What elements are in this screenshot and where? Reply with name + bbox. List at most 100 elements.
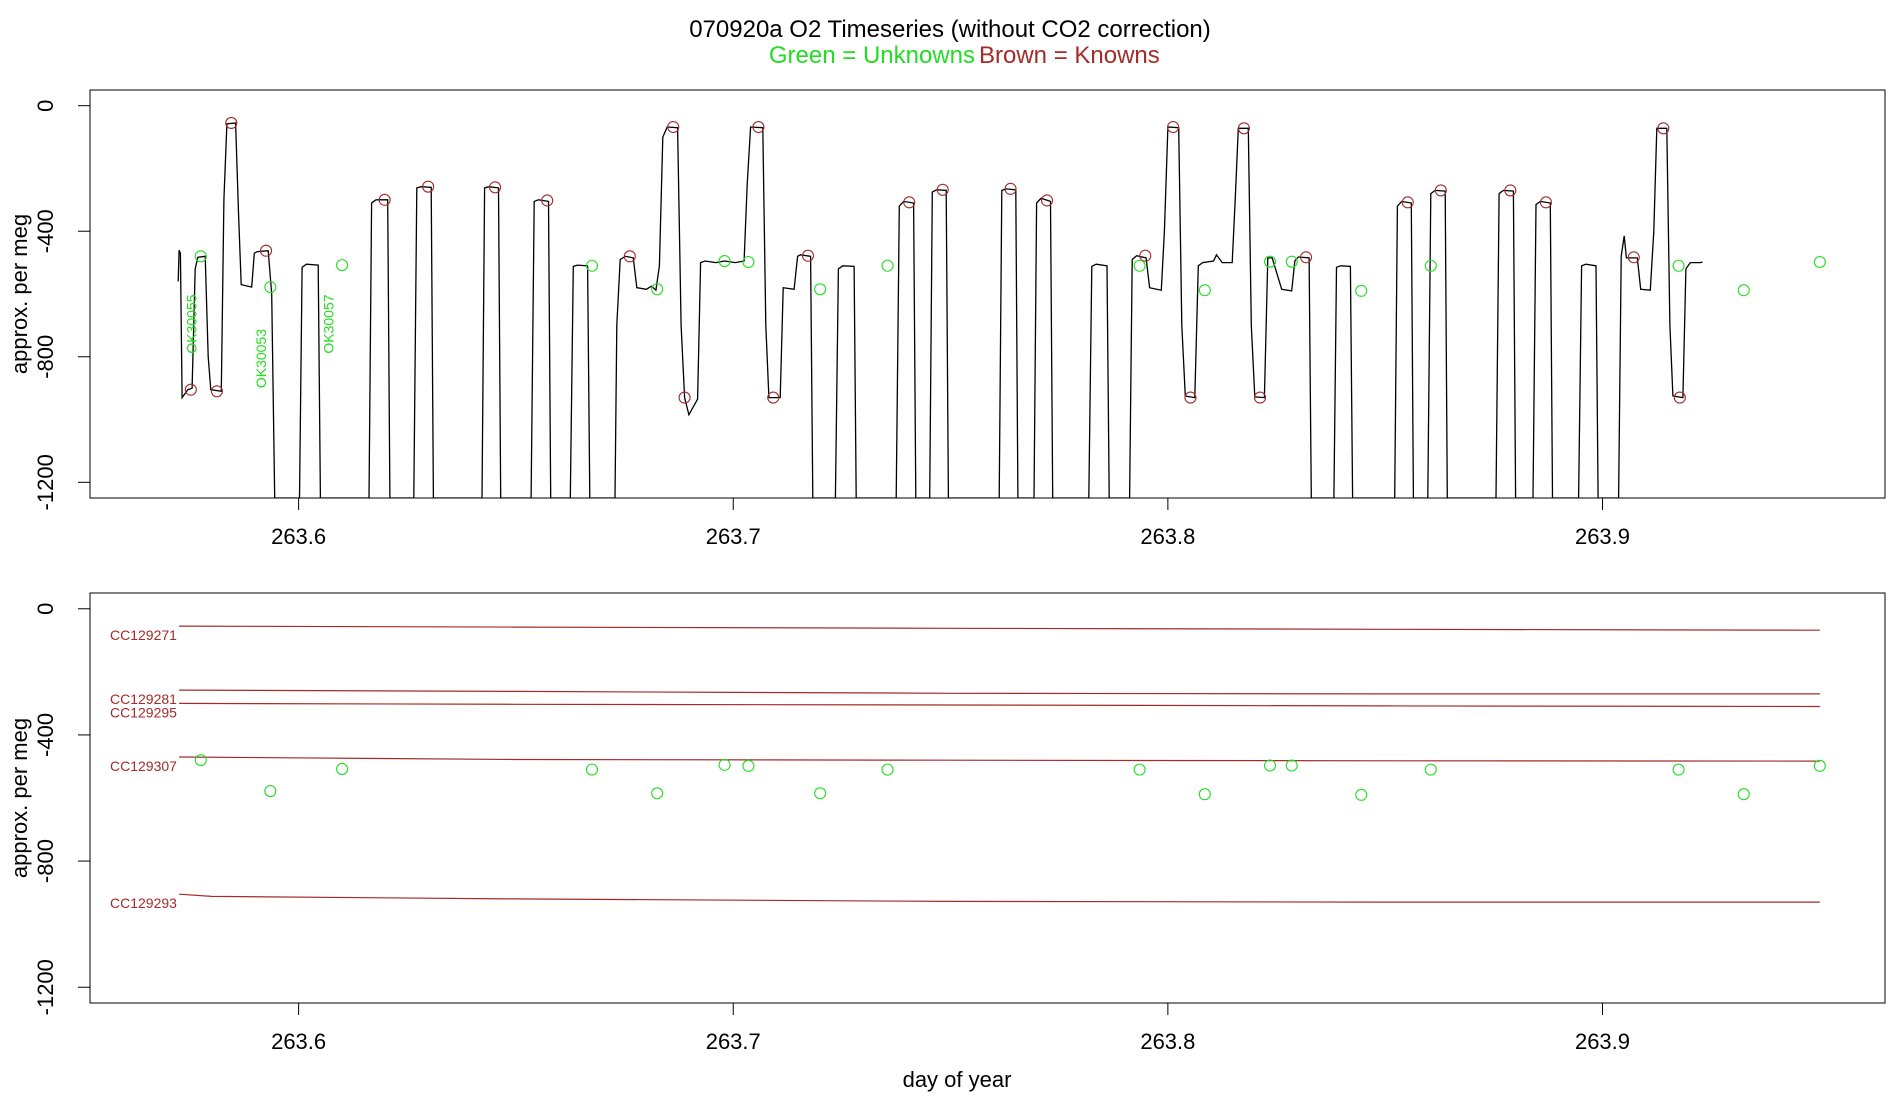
known-point-marker — [210, 385, 223, 398]
unknown-point-marker — [1198, 284, 1211, 297]
top-x-tick-label: 263.8 — [1140, 524, 1195, 549]
known-point-marker — [1539, 196, 1553, 209]
unknown-point-marker — [1133, 763, 1146, 776]
known-point-marker — [1040, 194, 1054, 207]
top-y-axis: 0 -400 -800 -1200 — [33, 100, 90, 510]
series-line-cc129281 — [179, 689, 1820, 695]
sample-label: OK30057 — [320, 294, 336, 353]
unknown-point-marker — [585, 763, 599, 776]
unknown-point-marker — [1285, 759, 1298, 772]
series-line-cc129295 — [179, 702, 1820, 708]
bottom-x-tick-label: 263.7 — [706, 1029, 761, 1054]
unknown-point-marker — [1285, 255, 1298, 268]
bottom-plot-frame — [89, 592, 1886, 1004]
bottom-x-axis-label: day of year — [903, 1067, 1012, 1092]
series-label: CC129293 — [110, 895, 177, 911]
unknown-point-marker — [1133, 259, 1146, 272]
bottom-y-tick-label: 0 — [33, 603, 58, 615]
known-point-marker — [936, 183, 949, 196]
chart-title: 070920a O2 Timeseries (without CO2 corre… — [689, 16, 1211, 43]
unknown-point-marker — [1737, 284, 1750, 297]
unknown-point-marker — [718, 758, 731, 771]
unknown-point-marker — [194, 754, 207, 767]
known-point-marker — [1300, 251, 1313, 264]
known-point-marker — [1401, 196, 1414, 209]
bottom-y-axis: 0 -400 -800 -1200 — [33, 603, 90, 1015]
unknown-point-marker — [881, 763, 894, 776]
known-point-marker — [1139, 249, 1152, 262]
unknown-point-marker — [1737, 788, 1750, 801]
bottom-x-axis: 263.6 263.7 263.8 263.9 — [271, 1003, 1630, 1054]
sample-label: OK30055 — [183, 294, 199, 353]
unknown-point-marker — [718, 254, 731, 268]
top-plot-area: OK30055 OK30053 OK30057 — [177, 116, 1826, 498]
unknown-point-marker — [881, 259, 894, 272]
unknown-point-marker — [585, 259, 599, 272]
bottom-x-tick-label: 263.9 — [1575, 1029, 1630, 1054]
series-line-cc129293 — [179, 893, 1820, 903]
series-label: CC129307 — [110, 758, 177, 774]
known-point-marker — [1167, 120, 1180, 134]
unknown-point-marker — [742, 255, 755, 269]
known-point-marker — [1434, 184, 1447, 197]
top-plot-marks: OK30055 OK30053 OK30057 — [177, 116, 1826, 498]
legend-unknowns: Green = Unknowns — [769, 42, 975, 69]
known-point-marker — [1627, 251, 1640, 264]
o2-timeseries-trace — [177, 122, 1703, 498]
unknown-point-marker — [651, 787, 664, 800]
top-y-tick-label: -1200 — [33, 454, 58, 510]
top-panel: 0 -400 -800 -1200 263.6 263.7 263.8 263.9 appr… — [7, 89, 1886, 549]
series-label: CC129295 — [110, 704, 177, 720]
top-y-tick-label: 0 — [33, 100, 58, 112]
known-point-marker — [678, 391, 691, 404]
top-y-tick-label: -800 — [33, 335, 58, 379]
known-point-marker — [752, 120, 765, 134]
top-x-axis: 263.6 263.7 263.8 263.9 — [271, 498, 1630, 549]
known-point-marker — [903, 196, 916, 209]
series-label: CC129281 — [110, 691, 177, 707]
known-point-marker — [1237, 122, 1250, 135]
unknown-point-marker — [1813, 759, 1826, 772]
known-point-marker — [1657, 122, 1670, 135]
known-point-marker — [1004, 182, 1017, 195]
unknown-point-marker — [336, 762, 349, 776]
known-point-marker — [259, 244, 273, 257]
bottom-x-tick-label: 263.6 — [271, 1029, 326, 1054]
unknown-point-marker — [1263, 759, 1277, 772]
unknown-point-marker — [264, 281, 277, 294]
top-x-tick-label: 263.7 — [706, 524, 761, 549]
unknown-point-marker — [814, 787, 827, 800]
bottom-y-tick-label: -400 — [33, 713, 58, 757]
known-point-marker — [767, 391, 780, 404]
unknown-point-marker — [1263, 255, 1277, 268]
bottom-y-tick-label: -1200 — [33, 959, 58, 1015]
unknown-point-marker — [1424, 763, 1437, 776]
unknown-point-marker — [1424, 259, 1437, 272]
known-point-marker — [422, 180, 435, 193]
known-point-marker — [378, 193, 391, 206]
legend-knowns: Brown = Knowns — [979, 42, 1160, 69]
known-point-marker — [801, 249, 815, 262]
unknown-point-marker — [1672, 259, 1685, 272]
unknown-point-marker — [742, 759, 755, 772]
top-y-tick-label: -400 — [33, 209, 58, 253]
sample-label: OK30053 — [253, 329, 269, 388]
unknown-point-marker — [1672, 763, 1685, 776]
known-point-marker — [1504, 184, 1517, 197]
unknown-point-marker — [814, 283, 827, 296]
unknown-point-marker — [1813, 255, 1826, 269]
series-line-cc129307 — [179, 756, 1820, 762]
known-point-marker — [623, 250, 636, 263]
bottom-y-tick-label: -800 — [33, 839, 58, 883]
top-y-axis-label: approx. per meg — [7, 214, 32, 374]
known-point-marker — [1673, 391, 1686, 404]
known-point-marker — [667, 120, 680, 134]
known-point-marker — [184, 383, 197, 396]
top-plot-frame — [89, 89, 1886, 499]
series-line-cc129271 — [179, 625, 1820, 631]
unknown-point-marker — [1355, 788, 1368, 801]
unknown-point-marker — [1198, 788, 1211, 801]
known-point-marker — [489, 181, 502, 194]
